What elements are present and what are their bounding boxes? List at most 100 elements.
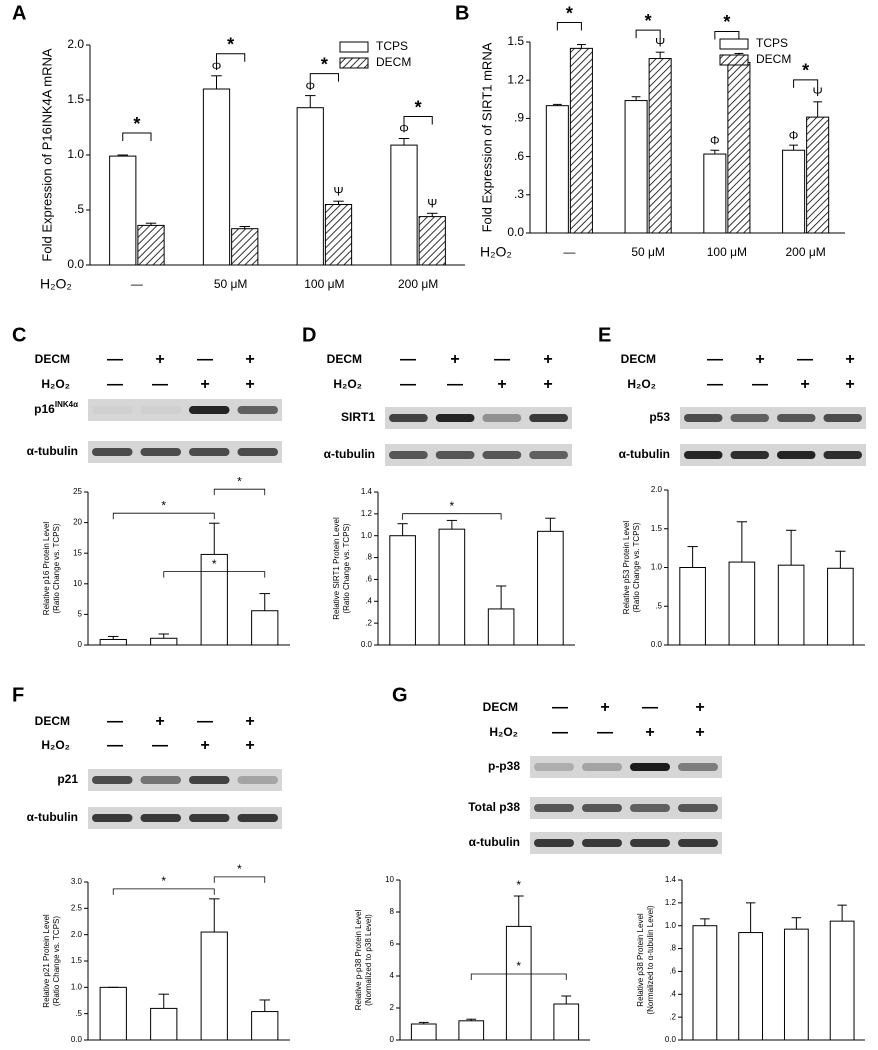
y-tick-label: 6: [390, 939, 395, 948]
band-label-sup: INK4α: [55, 400, 78, 409]
bar: [99, 638, 127, 646]
band-label-main: Total p38: [468, 800, 520, 814]
x-tick-label: —: [563, 245, 575, 259]
y-tick-label: 1.5: [507, 34, 524, 48]
significance-label: *: [450, 499, 455, 513]
y-axis-label: Fold Expression of SIRT1 mRNA: [479, 42, 494, 232]
condition-sign: +: [497, 376, 506, 393]
blot-band: [534, 763, 574, 771]
band-label-main: α-tubulin: [27, 810, 78, 824]
bar: [231, 228, 259, 266]
blot-band: [582, 763, 622, 771]
y-tick-label: 15: [73, 548, 82, 557]
blot-band: [823, 451, 862, 459]
y-tick-label: 20: [73, 518, 82, 527]
condition-sign: —: [752, 376, 768, 393]
y-tick-label: 0.0: [651, 640, 663, 649]
bar: [545, 105, 569, 234]
x-tick-label: 200 μM: [398, 277, 438, 291]
bar: [648, 58, 672, 234]
y-axis-label: (Normalized to α-tubulin Level): [646, 905, 655, 1014]
blot-band: [189, 448, 230, 456]
blot-band: [777, 451, 816, 459]
blot-band: [189, 776, 230, 784]
y-tick-label: 25: [73, 487, 82, 496]
y-axis-label: Relative SIRT1 Protein Level: [332, 517, 341, 620]
significance-bracket: [216, 53, 246, 62]
bar: [505, 925, 532, 1041]
condition-label: H₂O₂: [41, 377, 70, 391]
bar: [553, 1003, 580, 1041]
blot-band: [92, 406, 133, 414]
y-tick-label: 5: [78, 610, 83, 619]
bar: [251, 610, 279, 646]
blot-strip: [530, 797, 722, 819]
bar: [727, 61, 751, 234]
x-tick-label: —: [131, 277, 143, 291]
bar-marker: Ψ: [333, 184, 343, 198]
blot-strip: [385, 407, 572, 429]
y-tick-label: 1.5: [651, 524, 663, 533]
blot-band: [189, 814, 230, 822]
panel-letter: A: [12, 2, 26, 24]
y-tick-label: 2.0: [71, 930, 83, 939]
bar: [806, 116, 830, 234]
condition-sign: —: [797, 351, 813, 368]
significance-label: *: [566, 3, 573, 23]
condition-sign: —: [107, 713, 123, 730]
blot-band: [534, 839, 574, 847]
y-tick-label: 1.0: [361, 531, 373, 540]
bar: [692, 925, 718, 1041]
blot-band: [730, 451, 769, 459]
condition-sign: +: [245, 376, 254, 393]
bar-marker: Φ: [212, 59, 222, 73]
blot-strip: [530, 756, 722, 778]
y-axis-label: Relative p53 Protein Level: [622, 521, 631, 615]
y-tick-label: .6: [365, 575, 372, 584]
condition-sign: +: [800, 376, 809, 393]
bar: [109, 155, 137, 266]
band-label: α-tubulin: [27, 444, 78, 458]
blot-band: [140, 814, 181, 822]
significance-bracket: [112, 512, 215, 520]
significance-bracket: [793, 79, 819, 88]
bar: [418, 216, 446, 266]
bar: [487, 608, 515, 646]
y-tick-label: 1.4: [665, 875, 677, 884]
x-tick-label: 50 μM: [214, 277, 248, 291]
y-tick-label: 10: [385, 875, 394, 884]
y-axis-label: Relative p38 Protein Level: [636, 913, 645, 1007]
bar-marker: Ψ: [655, 35, 665, 49]
y-tick-label: .4: [669, 989, 676, 998]
blot-band: [389, 451, 428, 459]
condition-sign: +: [200, 376, 209, 393]
blot-band: [678, 839, 718, 847]
bar: [783, 928, 809, 1041]
band-label-main: p-p38: [488, 759, 520, 773]
blot-band: [92, 448, 133, 456]
significance-label: *: [645, 11, 652, 31]
panel-letter: C: [12, 324, 26, 346]
band-label: α-tubulin: [324, 447, 375, 461]
bar: [728, 561, 756, 646]
y-tick-label: 2.0: [67, 37, 84, 51]
y-axis-label: Fold Expression of P16INK4A mRNA: [39, 48, 54, 261]
condition-sign: —: [152, 737, 168, 754]
bar: [251, 1011, 279, 1041]
blot-band: [141, 406, 182, 414]
panel-letter: E: [598, 324, 611, 346]
y-tick-label: 1.2: [665, 898, 677, 907]
y-axis-label: (Ratio Change vs. TCPS): [52, 916, 61, 1006]
y-tick-label: .9: [514, 111, 524, 125]
blot-band: [534, 804, 574, 812]
blot-band: [684, 451, 723, 459]
y-tick-label: .2: [365, 618, 372, 627]
bar: [703, 153, 727, 234]
band-label-main: p16: [34, 402, 55, 416]
y-axis-label: Relative p16 Protein Level: [42, 522, 51, 616]
significance-label: *: [321, 54, 328, 74]
condition-sign: +: [755, 351, 764, 368]
significance-label: *: [516, 959, 521, 973]
significance-label: *: [516, 878, 521, 892]
bar: [624, 100, 648, 234]
